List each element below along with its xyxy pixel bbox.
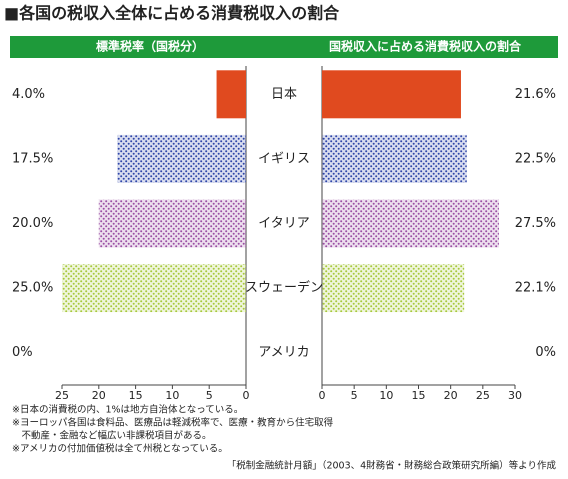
x-tick-label: 20: [444, 389, 458, 402]
x-tick-label: 25: [476, 389, 490, 402]
x-tick-label: 20: [92, 389, 106, 402]
x-tick-label: 30: [508, 389, 522, 402]
x-tick-label: 0: [243, 389, 250, 402]
footnote: 不動産・金融など幅広い非課税項目がある。: [12, 430, 212, 442]
category-label: イタリア: [258, 216, 309, 231]
category-label: 日本: [271, 87, 297, 102]
panel-header: 標準税率（国税分）: [96, 39, 204, 54]
bar: [98, 199, 246, 248]
chart-title: ■各国の税収入全体に占める消費税収入の割合: [4, 4, 340, 23]
footnote: ※日本の消費税の内、1%は地方自治体となっている。: [12, 404, 243, 416]
value-label: 0%: [12, 345, 33, 360]
bar: [322, 70, 461, 119]
category-label: アメリカ: [258, 345, 309, 360]
x-tick-label: 15: [129, 389, 143, 402]
x-tick-label: 10: [379, 389, 393, 402]
header-bar: [10, 36, 558, 58]
panel-header: 国税収入に占める消費税収入の割合: [329, 39, 522, 54]
bar: [322, 264, 465, 313]
x-tick-label: 15: [412, 389, 426, 402]
x-tick-label: 25: [55, 389, 69, 402]
value-label: 27.5%: [515, 216, 556, 231]
x-tick-label: 10: [165, 389, 179, 402]
value-label: 0%: [535, 345, 556, 360]
value-label: 21.6%: [515, 87, 556, 102]
bar: [62, 264, 246, 313]
value-label: 22.5%: [515, 151, 556, 166]
x-tick-label: 5: [206, 389, 213, 402]
category-label: イギリス: [258, 151, 310, 166]
value-label: 25.0%: [12, 281, 53, 296]
bar: [322, 199, 499, 248]
bar: [216, 70, 246, 119]
x-tick-label: 0: [319, 389, 326, 402]
footnote: ※アメリカの付加価値税は全て州税となっている。: [12, 443, 228, 455]
value-label: 20.0%: [12, 216, 53, 231]
bar: [117, 134, 246, 183]
category-label: スウェーデン: [245, 280, 323, 296]
footnote: ※ヨーロッパ各国は食料品、医療品は軽減税率で、医療・教育から住宅取得: [12, 417, 334, 429]
source: 「税制金融統計月額」（2003、4財務省・財務総合政策研究所編）等より作成: [227, 460, 557, 472]
x-tick-label: 5: [351, 389, 358, 402]
value-label: 4.0%: [12, 87, 45, 102]
value-label: 17.5%: [12, 151, 53, 166]
value-label: 22.1%: [515, 281, 556, 296]
bar: [322, 134, 467, 183]
